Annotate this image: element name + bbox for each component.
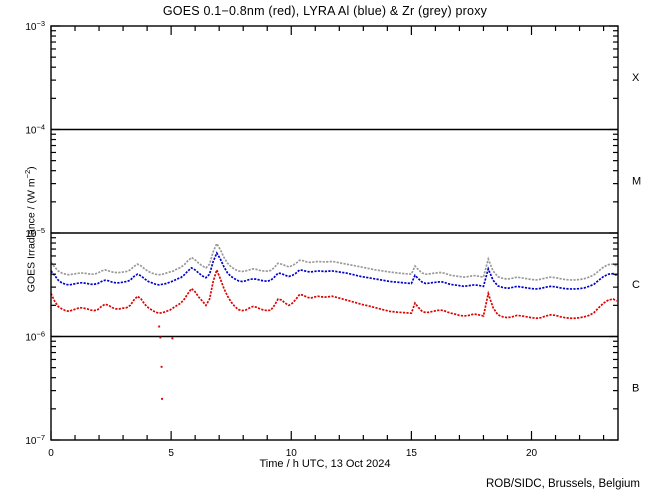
y-tick-label: 10−5 bbox=[25, 226, 45, 240]
flare-class-label: X bbox=[632, 72, 640, 84]
series-2 bbox=[50, 241, 618, 281]
y-tick-label: 10−3 bbox=[25, 19, 45, 33]
y-tick-label: 10−4 bbox=[25, 123, 45, 137]
flare-class-label: M bbox=[632, 176, 641, 188]
series-0 bbox=[50, 267, 618, 320]
outlier-point bbox=[159, 336, 162, 339]
flare-class-label: B bbox=[632, 383, 639, 395]
outlier-point bbox=[158, 325, 161, 328]
y-tick-label: 10−6 bbox=[25, 330, 45, 344]
outlier-points bbox=[158, 325, 174, 400]
outlier-point bbox=[171, 337, 174, 340]
x-tick-label: 10 bbox=[286, 448, 298, 459]
y-axis-label: GOES Irradiance / (W m−2) bbox=[22, 166, 38, 293]
flare-class-label: C bbox=[632, 279, 640, 291]
series-line bbox=[50, 251, 618, 290]
outlier-point bbox=[160, 365, 163, 368]
y-axis-ticks: 10−7 10−6 10−5 10−4 10−3 bbox=[25, 19, 618, 447]
series-line bbox=[50, 241, 618, 281]
data-series bbox=[50, 241, 618, 320]
x-tick-label: 0 bbox=[48, 448, 54, 459]
flare-class-labels: B C M X bbox=[632, 72, 641, 395]
x-tick-label: 20 bbox=[526, 448, 538, 459]
credit-text: ROB/SIDC, Brussels, Belgium bbox=[485, 478, 640, 490]
chart-title: GOES 0.1−0.8nm (red), LYRA Al (blue) & Z… bbox=[162, 4, 488, 18]
x-axis-ticks: 0 5 10 15 20 bbox=[48, 26, 605, 459]
gridlines bbox=[51, 128, 618, 338]
y-tick-label: 10−7 bbox=[25, 433, 45, 447]
series-1 bbox=[50, 251, 618, 290]
x-axis-label: Time / h UTC, 13 Oct 2024 bbox=[259, 458, 391, 470]
x-tick-label: 5 bbox=[168, 448, 174, 459]
series-line bbox=[50, 267, 618, 320]
outlier-point bbox=[161, 397, 163, 400]
x-tick-label: 15 bbox=[406, 448, 418, 459]
